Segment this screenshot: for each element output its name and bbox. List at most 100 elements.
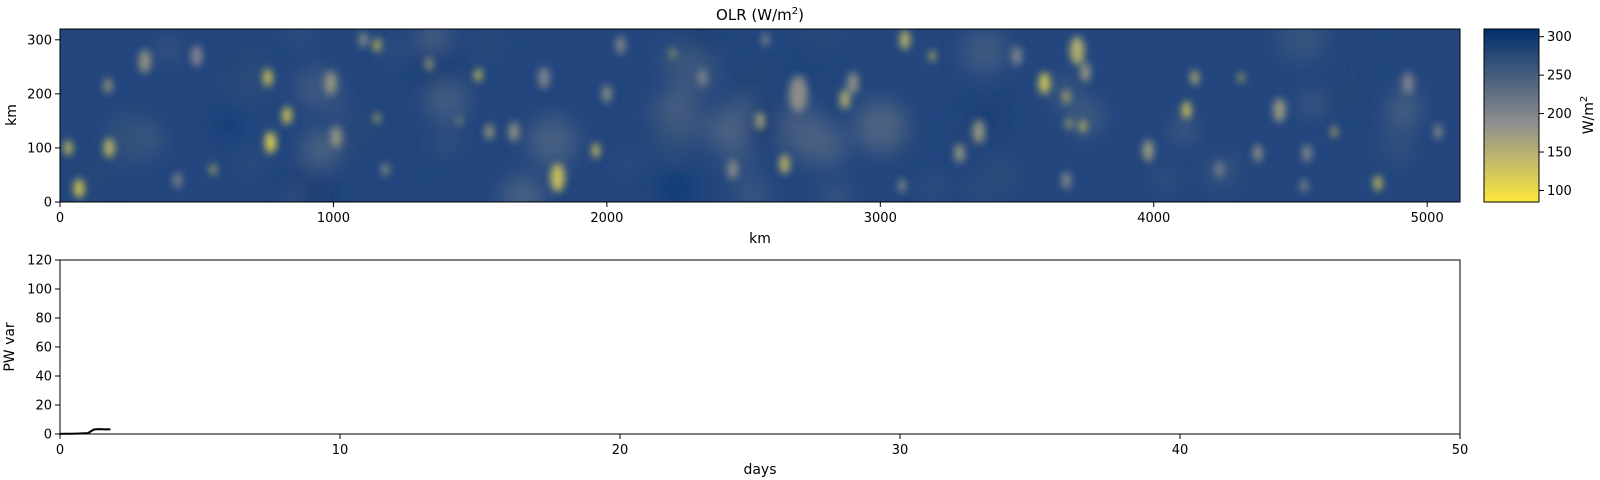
heatmap-texture bbox=[73, 29, 1421, 202]
heatmap-texture-patch bbox=[800, 29, 846, 54]
heatmap-cell bbox=[1331, 126, 1337, 138]
heatmap-texture-patch bbox=[801, 47, 823, 69]
heatmap-texture-patch bbox=[73, 154, 115, 196]
heatmap-cell bbox=[1142, 139, 1154, 162]
heatmap-texture-patch bbox=[923, 177, 944, 198]
heatmap-texture-patch bbox=[984, 157, 1018, 192]
heatmap-x-tick-label: 0 bbox=[56, 211, 64, 226]
heatmap-texture-patch bbox=[435, 130, 458, 152]
heatmap-cell bbox=[538, 66, 550, 89]
line-y-tick-label: 80 bbox=[35, 312, 52, 327]
heatmap-cell bbox=[475, 68, 482, 82]
heatmap-cell bbox=[138, 49, 151, 74]
heatmap-x-tick-label: 2000 bbox=[590, 211, 623, 226]
heatmap-cell bbox=[509, 122, 519, 142]
heatmap-cell bbox=[755, 112, 765, 130]
line-x-tick-label: 0 bbox=[56, 443, 64, 458]
heatmap-texture-patch bbox=[633, 93, 661, 120]
heatmap-panel: OLR (W/m2) 0 1000 2000 3000 4000 5000 0 100 200… bbox=[4, 6, 1461, 247]
heatmap-cell bbox=[373, 38, 381, 52]
heatmap-texture-patch bbox=[217, 113, 241, 137]
heatmap-cell bbox=[616, 36, 625, 54]
heatmap-texture-patch bbox=[527, 116, 578, 167]
colorbar-axis: 100 150 200 250 300 bbox=[1539, 30, 1572, 199]
heatmap-x-tick-label: 4000 bbox=[1137, 211, 1170, 226]
heatmap-cell bbox=[1061, 171, 1071, 190]
colorbar-gradient bbox=[1483, 28, 1540, 203]
heatmap-texture-patch bbox=[618, 154, 636, 172]
heatmap-cell bbox=[324, 71, 337, 95]
heatmap-y-tick-label: 300 bbox=[27, 33, 52, 48]
line-plot-area bbox=[59, 259, 1461, 435]
heatmap-cell bbox=[698, 69, 707, 87]
heatmap-texture-patch bbox=[1300, 92, 1323, 115]
heatmap-texture-patch bbox=[240, 153, 260, 173]
line-x-tick-label: 10 bbox=[332, 443, 349, 458]
heatmap-cell bbox=[592, 143, 600, 159]
heatmap-cell bbox=[382, 163, 389, 177]
heatmap-cell bbox=[1191, 70, 1199, 86]
heatmap-texture-patch bbox=[961, 29, 1008, 75]
heatmap-cell bbox=[1066, 118, 1072, 129]
heatmap-cell bbox=[1182, 101, 1191, 119]
line-y-tick-label: 0 bbox=[44, 428, 52, 443]
heatmap-cell bbox=[1253, 144, 1263, 162]
colorbar-tick-label: 300 bbox=[1547, 30, 1572, 45]
heatmap-texture-patch bbox=[302, 130, 340, 169]
heatmap-cell bbox=[1302, 144, 1312, 162]
heatmap-texture-patch bbox=[1158, 170, 1175, 187]
heatmap-cell bbox=[954, 143, 965, 163]
heatmap-texture-patch bbox=[971, 164, 994, 187]
heatmap-cell bbox=[374, 113, 380, 124]
heatmap-cell bbox=[1434, 124, 1442, 140]
heatmap-cell bbox=[1070, 36, 1085, 65]
heatmap-cell bbox=[210, 164, 216, 176]
heatmap-cell bbox=[1079, 120, 1086, 133]
heatmap-texture-patch bbox=[686, 29, 718, 51]
heatmap-cell bbox=[789, 75, 808, 113]
line-y-tick-label: 40 bbox=[35, 370, 52, 385]
heatmap-texture-patch bbox=[658, 170, 695, 202]
heatmap-cell bbox=[64, 140, 72, 156]
heatmap-cell bbox=[104, 138, 115, 158]
line-panel: 0 10 20 30 40 50 0 20 40 60 80 100 120 days PW var bbox=[2, 254, 1468, 479]
heatmap-texture-patch bbox=[732, 55, 782, 105]
heatmap-texture-patch bbox=[1392, 82, 1421, 111]
heatmap-cell bbox=[972, 119, 985, 144]
heatmap-texture-patch bbox=[1380, 128, 1415, 163]
heatmap-cell bbox=[900, 30, 910, 50]
heatmap-y-tick-label: 100 bbox=[27, 141, 52, 156]
heatmap-texture-patch bbox=[1171, 118, 1196, 143]
line-y-tick-label: 100 bbox=[27, 283, 52, 298]
heatmap-cell bbox=[457, 116, 462, 126]
heatmap-texture-patch bbox=[1276, 29, 1327, 63]
heatmap-cell bbox=[485, 124, 494, 140]
heatmap-texture-patch bbox=[426, 79, 468, 122]
line-y-tick-label: 120 bbox=[27, 254, 52, 269]
heatmap-cell bbox=[1012, 46, 1022, 66]
line-x-tick-label: 20 bbox=[612, 443, 629, 458]
heatmap-texture-patch bbox=[1338, 33, 1378, 73]
heatmap-y-tick-label: 0 bbox=[44, 196, 52, 211]
heatmap-cell bbox=[602, 85, 612, 103]
heatmap-texture-patch bbox=[501, 175, 545, 202]
heatmap-texture-patch bbox=[331, 102, 349, 120]
heatmap-texture-patch bbox=[419, 150, 441, 172]
heatmap-cell bbox=[1238, 72, 1244, 83]
heatmap-texture-patch bbox=[721, 141, 756, 176]
colorbar-tick-label: 100 bbox=[1547, 184, 1572, 199]
heatmap-texture-patch bbox=[667, 49, 717, 99]
heatmap-texture-patch bbox=[106, 112, 159, 164]
heatmap-texture-patch bbox=[707, 108, 751, 152]
line-x-tick-label: 50 bbox=[1452, 443, 1469, 458]
heatmap-cell bbox=[282, 106, 292, 125]
line-y-label: PW var bbox=[2, 322, 18, 372]
heatmap-cell bbox=[550, 163, 565, 192]
line-x-axis: 0 10 20 30 40 50 bbox=[56, 434, 1468, 458]
heatmap-x-tick-label: 3000 bbox=[864, 211, 897, 226]
heatmap-x-axis: 0 1000 2000 3000 4000 5000 bbox=[56, 202, 1444, 226]
heatmap-cell bbox=[1215, 162, 1224, 178]
heatmap-cell bbox=[191, 45, 203, 67]
heatmap-cell bbox=[1402, 72, 1414, 94]
colorbar-tick-label: 150 bbox=[1547, 146, 1572, 161]
